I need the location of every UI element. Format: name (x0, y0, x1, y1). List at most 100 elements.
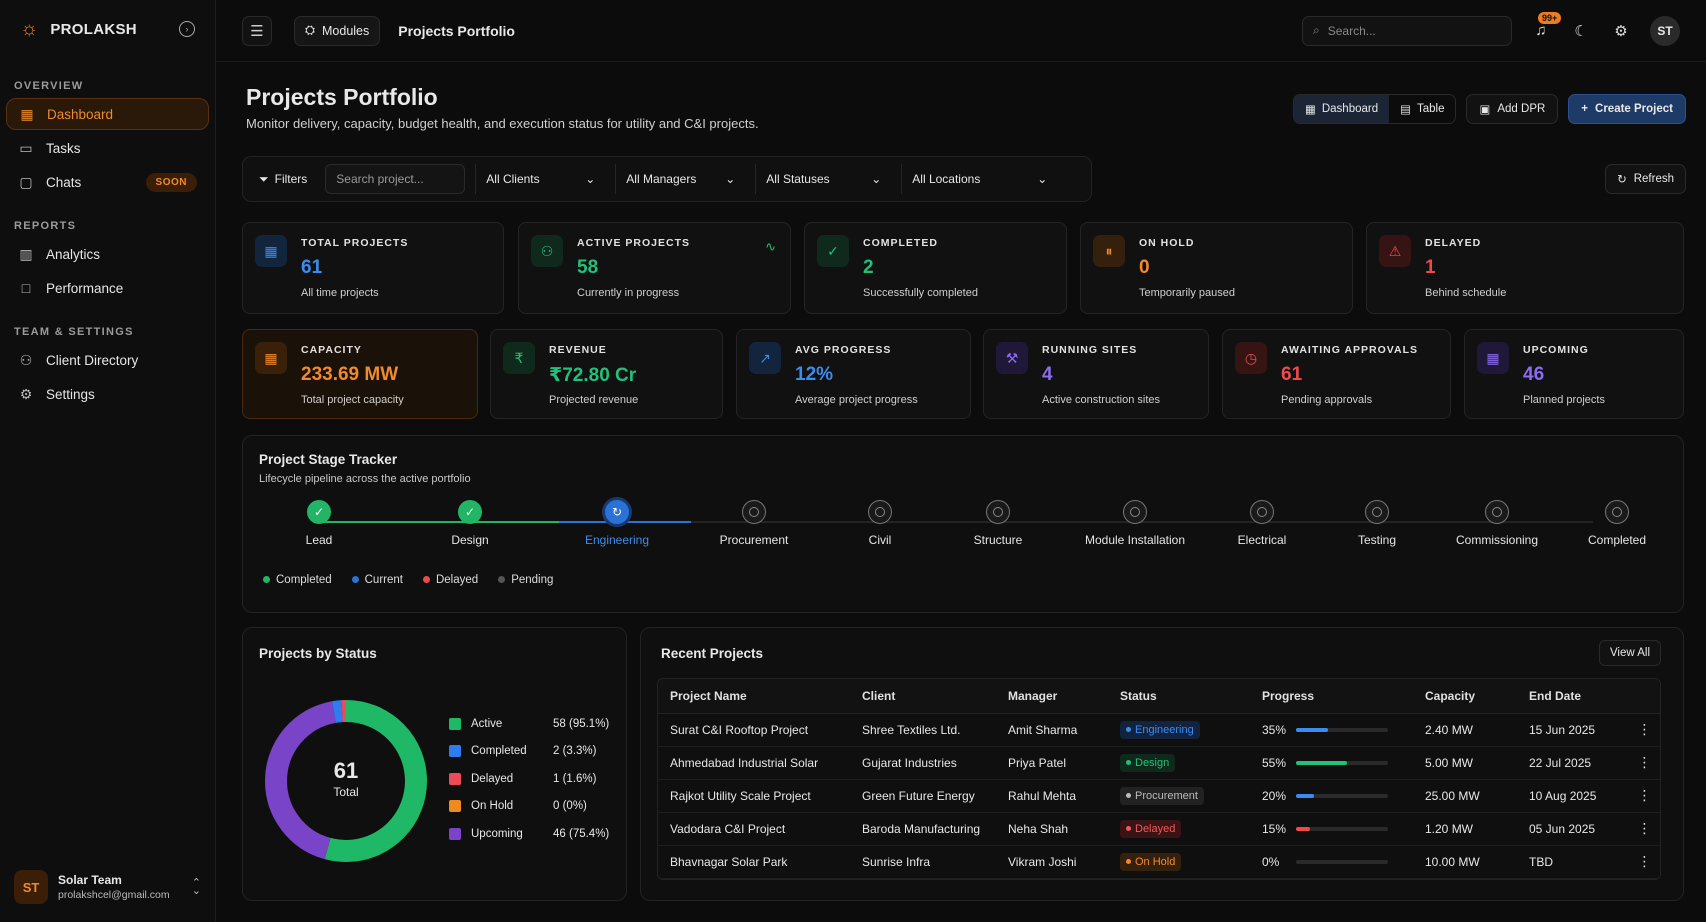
kpi-sub: Temporarily paused (1139, 287, 1235, 299)
theme-toggle-button[interactable]: ☾ (1570, 22, 1592, 40)
kpi-sub: Planned projects (1523, 394, 1605, 406)
donut-total-label: Total (333, 785, 359, 799)
table-row[interactable]: Ahmedabad Industrial Solar Gujarat Indust… (658, 746, 1660, 780)
kpi-label: UPCOMING (1523, 344, 1589, 356)
stage-design[interactable]: ✓ Design (410, 500, 530, 547)
donut-slice-upcoming[interactable] (265, 700, 427, 862)
status-select[interactable]: All Statuses ⌄ (755, 164, 891, 194)
stage-civil[interactable]: Civil (820, 500, 940, 547)
global-search-input[interactable]: ⌕ Search... (1302, 15, 1512, 46)
client-select-value: All Clients (486, 172, 540, 186)
bell-icon: ♫ (1535, 22, 1547, 39)
stage-electrical[interactable]: Electrical (1202, 500, 1322, 547)
kpi-label: RUNNING SITES (1042, 344, 1138, 356)
dashboard-view-button[interactable]: ▦ Dashboard (1293, 95, 1390, 123)
donut-slice-delayed[interactable] (265, 700, 427, 862)
chevron-down-icon: ⌄ (725, 172, 736, 186)
legend-swatch (449, 717, 461, 730)
col-manager[interactable]: Manager (996, 679, 1108, 714)
location-select[interactable]: All Locations ⌄ (901, 164, 1057, 194)
stage-completed[interactable]: Completed (1557, 500, 1677, 547)
circle-icon (868, 500, 892, 524)
refresh-button[interactable]: ↻ Refresh (1605, 164, 1686, 194)
refresh-icon: ↻ (1617, 174, 1627, 186)
stage-label: Module Installation (1084, 533, 1186, 547)
kpi-label: ON HOLD (1139, 237, 1195, 249)
status-legend: Active 58 (95.1%) Completed 2 (3.3%) Delay… (449, 710, 609, 848)
legend-name: Delayed (471, 772, 514, 785)
chevron-up-down-icon[interactable]: ⌃ ⌄ (191, 877, 201, 897)
table-row[interactable]: Surat C&I Rooftop Project Shree Textiles … (658, 713, 1660, 747)
col-project-name[interactable]: Project Name (658, 679, 850, 714)
table-row[interactable]: Rajkot Utility Scale Project Green Future… (658, 779, 1660, 813)
sidebar-item-performance[interactable]: □ Performance (6, 272, 209, 304)
status-badge: Procurement (1120, 786, 1204, 805)
stage-engineering[interactable]: ↻ Engineering (557, 500, 677, 547)
row-actions-icon[interactable]: ⋮ (1617, 845, 1660, 879)
sidebar-item-settings[interactable]: ⚙ Settings (6, 378, 209, 410)
collapse-sidebar-icon[interactable]: › (179, 21, 195, 37)
progress-text: 0% (1262, 854, 1280, 869)
kpi-value: 233.69 MW (301, 364, 399, 385)
stage-testing[interactable]: Testing (1317, 500, 1437, 547)
row-actions-icon[interactable]: ⋮ (1617, 713, 1660, 747)
add-dpr-button[interactable]: ▣ Add DPR (1466, 94, 1559, 124)
profile-avatar[interactable]: ST (1650, 15, 1680, 46)
client-select[interactable]: All Clients ⌄ (475, 164, 605, 194)
row-actions-icon[interactable]: ⋮ (1617, 812, 1660, 846)
col-progress[interactable]: Progress (1250, 679, 1413, 714)
kpi-awaiting-approvals: ◷ AWAITING APPROVALS 61 Pending approval… (1222, 329, 1451, 419)
sidebar-item-label: Settings (46, 386, 95, 402)
modules-button[interactable]: ⛭ Modules (294, 15, 381, 46)
recent-projects-table-wrap: Project Name Client Manager Status Progr… (657, 678, 1661, 880)
page-header: Projects Portfolio Monitor delivery, cap… (246, 84, 759, 131)
status-badge: Design (1120, 753, 1176, 772)
user-menu[interactable]: ST Solar Team prolakshcel@gmail.com ⌃ ⌄ (14, 870, 201, 904)
view-all-button[interactable]: View All (1598, 640, 1661, 666)
notifications-button[interactable]: ♫ 99+ (1530, 12, 1562, 39)
col-client[interactable]: Client (850, 679, 996, 714)
kpi-label: REVENUE (549, 344, 607, 356)
col-capacity[interactable]: Capacity (1413, 679, 1517, 714)
modules-icon: ⛭ (305, 23, 316, 37)
table-row[interactable]: Bhavnagar Solar Park Sunrise Infra Vikram … (658, 845, 1660, 879)
cell-manager: Neha Shah (996, 812, 1108, 846)
calendar-icon: ▦ (1477, 342, 1509, 374)
cell-project-name: Bhavnagar Solar Park (658, 845, 850, 879)
sidebar-item-analytics[interactable]: ▥ Analytics (6, 238, 209, 270)
col-status[interactable]: Status (1108, 679, 1250, 714)
stage-lead[interactable]: ✓ Lead (259, 500, 379, 547)
legend-swatch (449, 745, 461, 758)
row-actions-icon[interactable]: ⋮ (1617, 746, 1660, 780)
sidebar-item-dashboard[interactable]: ▦ Dashboard (6, 98, 209, 130)
project-search-input[interactable]: Search project... (325, 164, 466, 194)
progress-bar (1296, 827, 1388, 832)
stage-commissioning[interactable]: Commissioning (1437, 500, 1557, 547)
stage-structure[interactable]: Structure (938, 500, 1058, 547)
cell-progress: 0% (1250, 845, 1413, 879)
col-end-date[interactable]: End Date (1517, 679, 1617, 714)
manager-select[interactable]: All Managers ⌄ (615, 164, 745, 194)
menu-toggle-button[interactable]: ☰ (242, 15, 272, 46)
tracker-subtitle: Lifecycle pipeline across the active por… (259, 473, 471, 485)
kpi-sub: All time projects (301, 287, 379, 299)
table-row[interactable]: Vadodara C&I Project Baroda Manufacturing… (658, 812, 1660, 846)
table-view-button[interactable]: ▤ Table (1389, 95, 1455, 123)
kpi-value: 61 (1281, 364, 1303, 385)
modules-label: Modules (322, 23, 370, 38)
donut-total: 61 (333, 758, 359, 783)
legend-delayed: Delayed (423, 574, 478, 586)
circle-icon (1605, 500, 1629, 524)
row-actions-icon[interactable]: ⋮ (1617, 779, 1660, 813)
chevron-down-icon: ⌄ (871, 172, 882, 186)
create-project-button[interactable]: + Create Project (1568, 94, 1686, 124)
settings-button[interactable]: ⚙ (1610, 22, 1632, 40)
sidebar-item-tasks[interactable]: ▭ Tasks (6, 132, 209, 164)
stage-module-installation[interactable]: Module Installation (1075, 500, 1195, 547)
stage-procurement[interactable]: Procurement (694, 500, 814, 547)
sidebar: ☼ PROLAKSH › OVERVIEW ▦ Dashboard ▭ Tasks … (0, 0, 216, 922)
sidebar-item-client-directory[interactable]: ⚇ Client Directory (6, 344, 209, 376)
cell-capacity: 2.40 MW (1413, 713, 1517, 747)
sidebar-item-chats[interactable]: ▢ Chats SOON (6, 166, 209, 198)
kpi-label: AVG PROGRESS (795, 344, 892, 356)
